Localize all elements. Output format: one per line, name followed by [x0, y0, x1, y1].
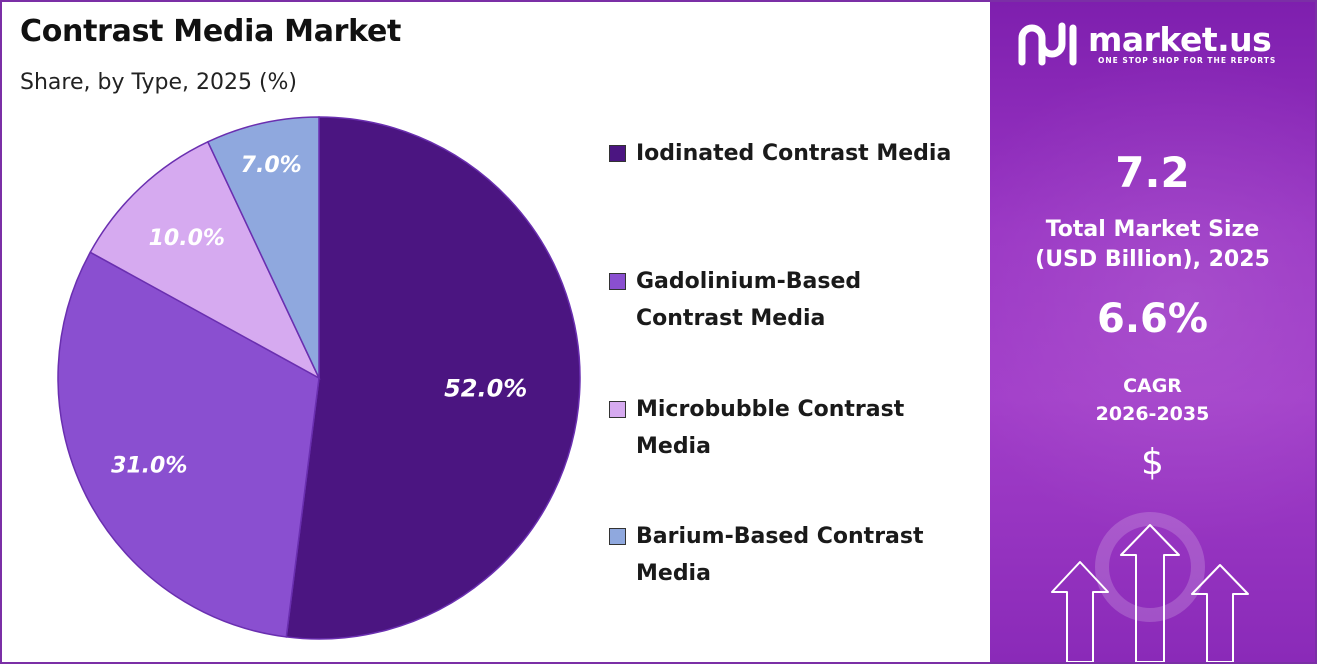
legend-swatch [609, 145, 626, 162]
legend-label: Gadolinium-Based Contrast Media [636, 263, 976, 337]
stats-panel: market.us ONE STOP SHOP FOR THE REPORTS … [990, 2, 1315, 662]
pie-slice-label: 10.0% [149, 226, 225, 251]
chart-panel: Contrast Media Market Share, by Type, 20… [2, 2, 988, 662]
legend-swatch [609, 273, 626, 290]
legend-label: Barium-Based Contrast Media [636, 518, 976, 592]
pie-slice-label: 52.0% [444, 374, 527, 402]
legend-swatch [609, 401, 626, 418]
legend-label: Iodinated Contrast Media [636, 135, 976, 172]
pie-slice-label: 7.0% [241, 153, 302, 178]
pie-slice-iodinated-contrast-media [286, 117, 580, 639]
growth-arrows-icon [990, 2, 1315, 662]
pie-slice-label: 31.0% [111, 453, 187, 478]
legend-swatch [609, 528, 626, 545]
legend-label: Microbubble Contrast Media [636, 391, 976, 465]
